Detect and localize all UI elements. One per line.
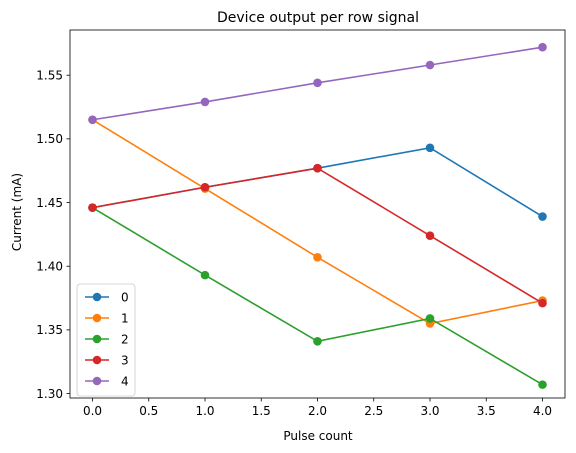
data-point xyxy=(538,380,547,389)
y-tick-label: 1.35 xyxy=(36,323,63,337)
chart-title: Device output per row signal xyxy=(217,10,419,26)
x-tick-label: 1.0 xyxy=(195,404,214,418)
data-point xyxy=(200,97,210,107)
data-point xyxy=(200,270,210,280)
x-axis: 0.0 0.5 1.0 1.5 2.0 2.5 3.0 3.5 4.0 xyxy=(83,398,552,418)
legend-marker xyxy=(92,313,102,323)
legend-label: 0 xyxy=(121,290,129,304)
data-point xyxy=(425,60,435,70)
data-point xyxy=(425,231,435,240)
data-point xyxy=(313,78,322,88)
legend: 0 1 2 3 4 xyxy=(76,283,136,397)
data-point xyxy=(88,115,97,125)
data-point xyxy=(425,143,435,153)
series-4 xyxy=(88,42,547,125)
data-point xyxy=(200,182,210,192)
x-tick-label: 1.5 xyxy=(252,404,271,418)
data-point xyxy=(313,337,322,346)
legend-label: 3 xyxy=(121,353,129,367)
x-axis-label: Pulse count xyxy=(283,429,353,443)
y-tick-label: 1.45 xyxy=(36,196,63,210)
y-tick-label: 1.50 xyxy=(36,132,63,146)
data-point xyxy=(425,314,435,323)
x-tick-label: 0.5 xyxy=(139,404,158,418)
data-point xyxy=(88,203,97,212)
y-tick-label: 1.55 xyxy=(36,69,63,83)
data-point xyxy=(313,163,322,173)
data-point xyxy=(538,42,547,52)
series-3 xyxy=(88,163,547,308)
legend-box xyxy=(76,283,136,397)
x-tick-label: 0.0 xyxy=(83,404,102,418)
plot-area xyxy=(69,29,566,399)
legend-marker xyxy=(92,292,102,302)
y-axis-label: Current (mA) xyxy=(10,173,24,251)
x-tick-label: 2.0 xyxy=(308,404,327,418)
legend-marker xyxy=(92,355,102,365)
plot-frame xyxy=(69,29,566,399)
x-tick-label: 3.0 xyxy=(420,404,439,418)
x-tick-label: 2.5 xyxy=(364,404,383,418)
legend-marker xyxy=(92,334,102,344)
series-layer xyxy=(88,42,547,389)
legend-label: 2 xyxy=(121,332,129,346)
y-tick-label: 1.30 xyxy=(36,387,63,401)
y-tick-label: 1.40 xyxy=(36,260,63,274)
legend-label: 1 xyxy=(121,311,129,325)
y-axis: 1.30 1.35 1.40 1.45 1.50 1.55 xyxy=(36,69,70,401)
legend-marker xyxy=(92,376,102,386)
x-tick-label: 3.5 xyxy=(477,404,496,418)
data-point xyxy=(538,298,547,308)
legend-label: 4 xyxy=(121,374,129,388)
x-tick-label: 4.0 xyxy=(533,404,552,418)
data-point xyxy=(538,212,547,221)
data-point xyxy=(313,252,322,262)
